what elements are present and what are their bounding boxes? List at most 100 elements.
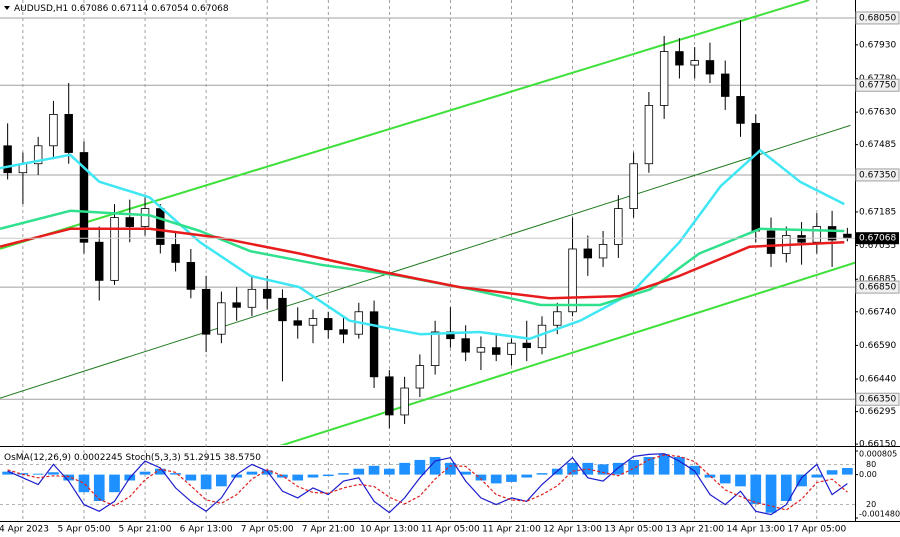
candle-body [79,152,89,243]
x-tick-label: 10 Apr 13:00 [360,525,419,535]
level-label: 0.67750 [859,81,896,91]
y2-tick-label: 20 [866,500,876,509]
y2-tick-label: 80 [866,460,876,469]
histogram-bar [154,468,166,475]
candle-body [64,113,73,153]
histogram-bar [796,474,807,487]
candle-body [507,342,516,355]
trendline [0,0,810,250]
menu-triangle [4,6,10,10]
histogram-bar [63,474,75,481]
quote-low: 0.67054 [151,4,188,14]
level-label: 0.66850 [859,283,896,293]
histogram-bar [2,471,13,475]
histogram-bar [780,474,792,501]
y-tick-label: 0.66885 [859,275,896,285]
histogram-bar [658,454,670,475]
histogram-bar [307,474,319,478]
histogram-bar [246,471,258,475]
candle-body [171,244,180,263]
y-tick-label: 0.67035 [859,241,896,251]
histogram-bar [613,462,624,475]
quote-high: 0.67114 [111,4,148,14]
y-tick-label: 0.00 [859,470,877,479]
histogram-bar [689,465,701,475]
histogram-bar [368,465,380,475]
histogram-bar [490,474,502,484]
candle-body [110,217,119,281]
candle-body [339,329,348,335]
y-tick-label: 0.66740 [859,307,896,317]
candle-body [3,145,12,174]
candle-body [415,365,425,389]
histogram-bar [536,473,548,475]
candle-body [675,51,684,66]
histogram-bar [567,462,578,475]
candle-body [659,51,669,106]
histogram-bar [185,474,197,481]
moving-average [0,227,845,300]
candle-body [201,288,211,335]
level-label-box [855,392,900,406]
histogram-bar [48,472,59,475]
histogram-bar [353,468,365,475]
candle-body [797,235,806,243]
x-tick-label: 7 Apr 21:00 [302,525,355,535]
candle-body [33,145,43,165]
x-tick-label: 5 Apr 21:00 [119,525,172,535]
histogram-bar [170,473,181,475]
x-tick-label: 6 Apr 13:00 [180,525,233,535]
x-tick-label: 17 Apr 05:00 [787,525,846,535]
x-tick-label: 7 Apr 05:00 [241,525,294,535]
last-price-box [856,232,899,245]
histogram-bar [109,474,120,493]
histogram-bar [383,468,395,475]
candle-body [95,241,104,281]
histogram-bar [78,474,90,493]
histogram-bar [93,474,105,501]
candle-body [262,288,272,299]
candle-body [49,113,58,147]
histogram-bar [704,474,716,478]
histogram-bar [277,474,288,478]
histogram-bar [811,474,823,478]
candle-body [614,208,623,245]
candle-body [400,387,409,416]
candle-body [217,302,226,335]
last-price-label: 0.67068 [859,234,896,244]
x-tick-label: 4 Apr 2023 [0,525,49,535]
histogram-bar [765,474,777,513]
candle-body [369,311,379,378]
y-tick-label: 0.66150 [859,440,896,450]
candle-body [721,73,730,97]
y-tick-label: 0.66295 [859,407,896,417]
level-label: 0.68050 [859,13,896,23]
histogram-bar [429,457,441,475]
candle-body [843,233,852,239]
candle-body [751,122,760,232]
y-tick-label: 0.67930 [859,40,896,50]
candle-body [568,248,577,313]
candle-body [705,60,715,75]
histogram-bar [338,473,349,475]
chart-header: AUDUSD,H1 0.67086 0.67114 0.67054 0.6706… [14,4,229,14]
y-tick-label: 0.67485 [859,140,896,150]
histogram-bar [460,471,472,475]
y-tick-label: 0.67630 [859,108,896,118]
x-tick-label: 12 Apr 13:00 [543,525,602,535]
histogram-bar [826,470,838,475]
candle-body [583,248,593,259]
histogram-bar [322,474,334,477]
level-label-box [855,78,900,92]
histogram-bar [139,471,151,475]
candle-body [156,208,165,245]
stochastic-line [7,453,848,516]
candle-body [766,230,776,254]
candle-body [308,318,318,326]
candle-body [278,297,287,322]
histogram-bar [521,474,533,478]
